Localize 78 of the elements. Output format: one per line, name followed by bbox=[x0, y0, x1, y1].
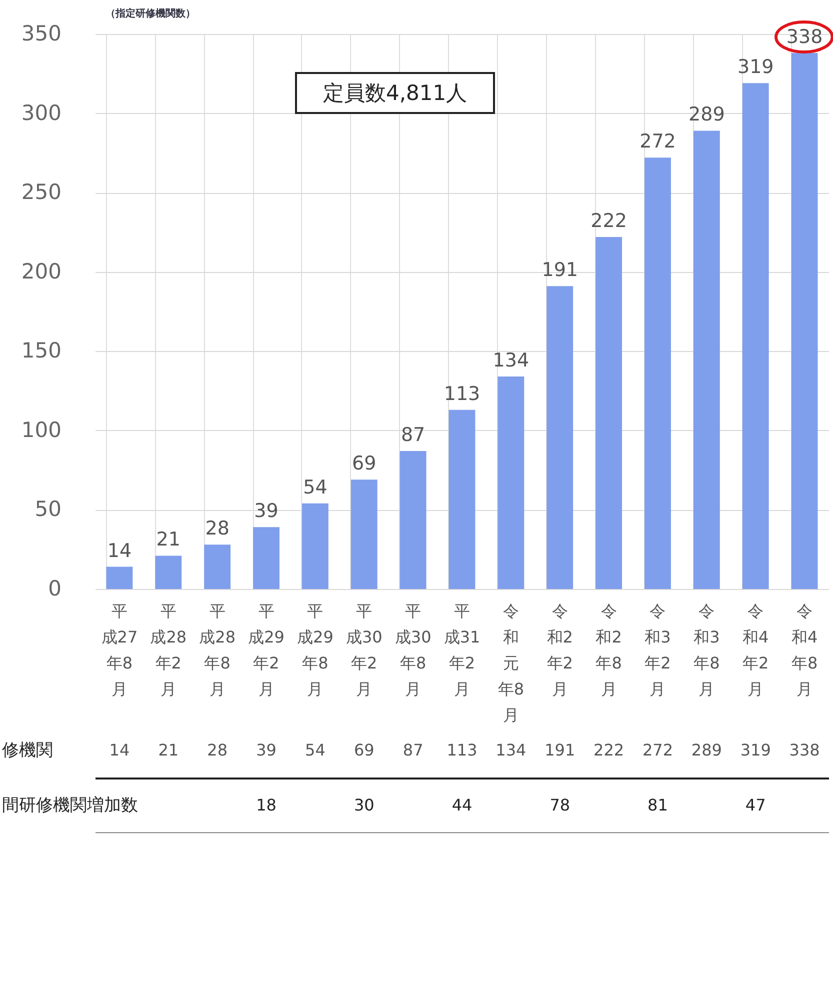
annotation: 28 bbox=[205, 518, 230, 540]
data-label: 28 bbox=[207, 740, 228, 760]
x-tick-label: 令和4年8月 bbox=[791, 602, 818, 698]
data-label: 113 bbox=[446, 740, 478, 760]
y-tick-label: 50 bbox=[34, 497, 62, 522]
x-tick-label: 平成30年2月 bbox=[346, 602, 382, 698]
bar bbox=[791, 53, 818, 589]
data-label: 134 bbox=[496, 740, 526, 760]
data-label: 87 bbox=[402, 740, 424, 760]
y-tick-label: 250 bbox=[21, 180, 62, 204]
annotation: 54 bbox=[303, 476, 328, 498]
x-tick-label: 平成28年2月 bbox=[150, 602, 187, 698]
data-label: 14 bbox=[109, 740, 130, 760]
annotation: 134 bbox=[492, 350, 530, 372]
annotation: 222 bbox=[590, 210, 627, 232]
y-tick-label: 350 bbox=[21, 22, 62, 46]
data-label: 289 bbox=[691, 740, 722, 760]
annotation: 289 bbox=[688, 104, 725, 126]
y-tick-label: 150 bbox=[21, 338, 62, 363]
x-tick-label: 令和元年8月 bbox=[498, 602, 524, 724]
bar bbox=[106, 566, 133, 589]
data-label: 39 bbox=[256, 740, 276, 760]
x-tick-label: 平成31年2月 bbox=[444, 602, 480, 698]
bar bbox=[400, 451, 426, 589]
bar bbox=[742, 83, 769, 589]
bar bbox=[448, 410, 476, 589]
x-tick-label: 平成29年2月 bbox=[248, 602, 284, 698]
data-label: 222 bbox=[594, 740, 624, 760]
text: 78 bbox=[550, 796, 570, 814]
bar bbox=[204, 544, 231, 589]
annotation: 272 bbox=[640, 130, 676, 153]
data-label: 21 bbox=[158, 740, 179, 760]
x-tick-label: 平成29年8月 bbox=[297, 602, 334, 698]
bar bbox=[155, 556, 182, 589]
x-tick-label: 平成27年8月 bbox=[101, 602, 138, 698]
x-tick-label: 令和4年2月 bbox=[742, 602, 769, 698]
annotation: 191 bbox=[542, 259, 578, 282]
text: 修機関 bbox=[2, 740, 53, 760]
x-tick-label: 平成28年8月 bbox=[199, 602, 236, 698]
data-label: 272 bbox=[642, 740, 674, 760]
y-axis-title: （指定研修機関数） bbox=[106, 8, 196, 20]
annotation: 39 bbox=[254, 500, 278, 522]
bar bbox=[350, 480, 378, 589]
bar bbox=[693, 130, 720, 589]
y-tick-label: 200 bbox=[21, 259, 62, 284]
y-tick-label: 300 bbox=[21, 100, 62, 125]
text: 30 bbox=[354, 796, 374, 814]
bar bbox=[302, 503, 328, 589]
bar bbox=[498, 376, 524, 589]
data-label: 54 bbox=[305, 740, 326, 760]
annotation: 21 bbox=[156, 528, 180, 551]
bar bbox=[644, 158, 671, 589]
bar bbox=[253, 527, 280, 589]
bar bbox=[546, 286, 574, 589]
annotation: 87 bbox=[400, 424, 426, 446]
text: 47 bbox=[745, 796, 766, 814]
data-label: 191 bbox=[544, 740, 576, 760]
annotation: 14 bbox=[107, 540, 132, 562]
annotation: 定員数4,811人 bbox=[295, 72, 496, 114]
data-label: 338 bbox=[789, 740, 820, 760]
data-label: 69 bbox=[354, 740, 374, 760]
x-tick-label: 平成30年8月 bbox=[394, 602, 432, 698]
data-label: 319 bbox=[740, 740, 771, 760]
text: 44 bbox=[452, 796, 472, 814]
annotation: 69 bbox=[352, 452, 376, 475]
x-tick-label: 令和3年8月 bbox=[694, 602, 720, 698]
bar bbox=[596, 236, 622, 589]
x-tick-label: 令和2年2月 bbox=[546, 602, 573, 698]
y-tick-label: 100 bbox=[21, 418, 62, 442]
annotation: 319 bbox=[737, 56, 774, 78]
x-tick-label: 令和3年2月 bbox=[644, 602, 671, 698]
text: 18 bbox=[256, 796, 276, 814]
annotation: 338 bbox=[786, 26, 823, 48]
x-tick-label: 令和2年8月 bbox=[596, 602, 622, 698]
annotation: 113 bbox=[444, 382, 480, 405]
text: 81 bbox=[648, 796, 668, 814]
text: 間研修機関増加数 bbox=[2, 796, 138, 816]
y-tick-label: 0 bbox=[48, 576, 62, 600]
